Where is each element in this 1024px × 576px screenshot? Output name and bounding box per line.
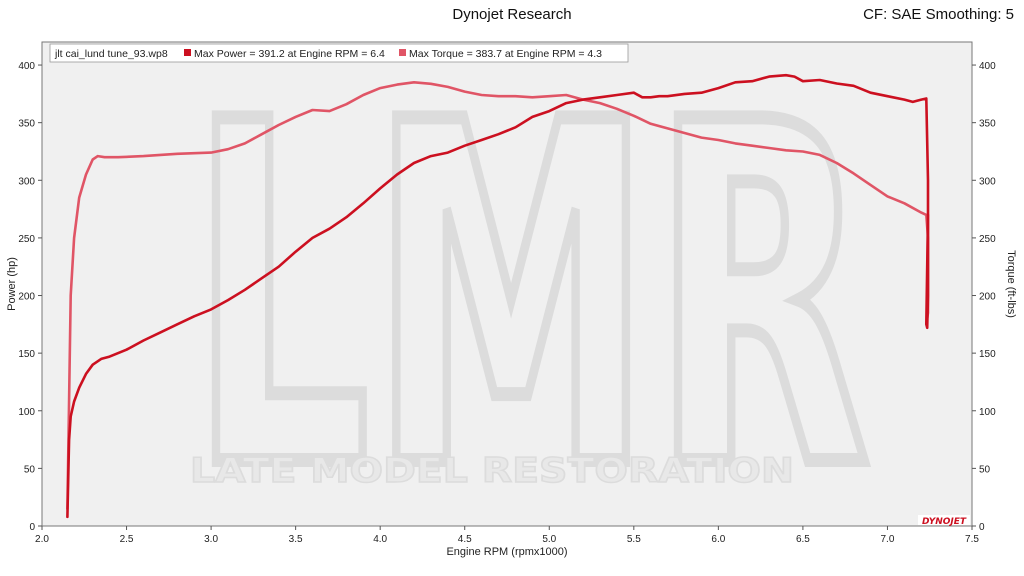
- legend-run-name: jlt cai_lund tune_93.wp8: [54, 48, 168, 60]
- plot-area: [41, 41, 973, 527]
- watermark-monogram: LMR: [190, 24, 870, 571]
- legend: jlt cai_lund tune_93.wp8 Max Power = 391…: [49, 43, 629, 63]
- y-left-tick-label: 300: [18, 176, 35, 187]
- x-tick-label: 4.5: [458, 534, 472, 545]
- x-tick-label: 5.5: [627, 534, 641, 545]
- y-right-tick-label: 300: [979, 176, 996, 187]
- series-lines: [66, 73, 930, 519]
- y-axis-label-left: Power (hp): [6, 257, 18, 311]
- legend-swatch-torque: [399, 49, 406, 56]
- y-right-tick-label: 400: [979, 61, 996, 72]
- x-tick-label: 3.5: [289, 534, 303, 545]
- y-left-tick-label: 350: [18, 119, 35, 130]
- watermark: LMR LATE MODEL RESTORATION: [183, 17, 877, 576]
- x-tick-label: 7.5: [965, 534, 979, 545]
- legend-power-label: Max Power = 391.2 at Engine RPM = 6.4: [194, 48, 385, 60]
- x-tick-label: 4.0: [373, 534, 387, 545]
- dynojet-logo: DYNOJET: [918, 515, 970, 527]
- x-axis-label: Engine RPM (rpmx1000): [446, 546, 567, 558]
- x-tick-label: 5.0: [542, 534, 556, 545]
- torque-series-line: [66, 81, 930, 511]
- x-tick-label: 2.5: [120, 534, 134, 545]
- y-right-tick-label: 350: [979, 119, 996, 130]
- watermark-text: LATE MODEL RESTORATION: [190, 451, 794, 491]
- x-tick-label: 7.0: [881, 534, 895, 545]
- chart-title: Dynojet Research: [452, 6, 572, 23]
- y-right-tick-label: 100: [979, 407, 996, 418]
- correction-smoothing-label: CF: SAE Smoothing: 5: [863, 6, 1014, 23]
- x-tick-label: 6.5: [796, 534, 810, 545]
- x-tick-label: 2.0: [35, 534, 49, 545]
- y-right-tick-label: 50: [979, 464, 991, 475]
- legend-torque-label: Max Torque = 383.7 at Engine RPM = 4.3: [409, 48, 602, 60]
- x-tick-label: 3.0: [204, 534, 218, 545]
- y-right-tick-label: 150: [979, 349, 996, 360]
- y-left-tick-label: 200: [18, 292, 35, 303]
- y-left-tick-label: 400: [18, 61, 35, 72]
- y-right-tick-label: 0: [979, 522, 985, 533]
- y-right-tick-label: 200: [979, 292, 996, 303]
- legend-box: [49, 43, 629, 63]
- y-left-tick-label: 250: [18, 234, 35, 245]
- y-left-tick-label: 0: [29, 522, 35, 533]
- y-left-tick-label: 50: [24, 464, 36, 475]
- logo-text: DYNOJET: [922, 517, 967, 527]
- power-series-line: [66, 73, 930, 519]
- y-left-tick-label: 100: [18, 407, 35, 418]
- y-left-tick-label: 150: [18, 349, 35, 360]
- x-tick-label: 6.0: [711, 534, 725, 545]
- legend-swatch-power: [184, 49, 191, 56]
- axes: 2.0 2.5 3.0 3.5 4.0 4.5 5.0 5.5 6.0 6.5 7.0 7.50 050…: [18, 61, 996, 545]
- y-right-tick-label: 250: [979, 234, 996, 245]
- y-axis-label-right: Torque (ft-lbs): [1005, 250, 1017, 318]
- logo-badge: [918, 515, 970, 525]
